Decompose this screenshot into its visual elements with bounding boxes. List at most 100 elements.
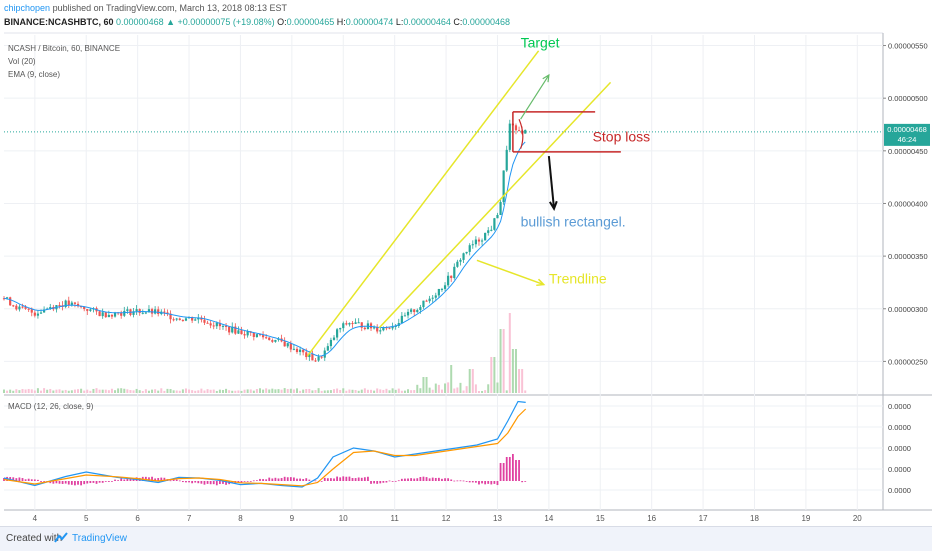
volume-bar (397, 388, 400, 393)
macd-histogram-bar (425, 477, 428, 481)
open-label: O: (277, 17, 287, 27)
volume-bar (262, 389, 265, 393)
candle-body (373, 327, 376, 329)
macd-histogram-bar (471, 481, 474, 483)
macd-histogram-bar (407, 478, 409, 481)
candle-body (110, 314, 114, 317)
volume-bar (468, 369, 471, 393)
author-link[interactable]: chipchopen (4, 3, 51, 13)
volume-bar (163, 390, 166, 393)
volume-bar (311, 390, 314, 393)
candle-body (166, 312, 169, 314)
volume-bar (508, 313, 511, 393)
candle-body (499, 202, 502, 215)
volume-bar (243, 389, 246, 393)
candle-body (212, 325, 215, 327)
candle-body (163, 311, 166, 313)
candle-body (376, 327, 379, 332)
volume-bar (212, 389, 215, 393)
macd-histogram-bar (296, 478, 298, 481)
volume-bar (453, 388, 456, 393)
candle-body (218, 322, 221, 327)
candle-body (252, 332, 255, 337)
chart-canvas[interactable]: 4 5 6 7 8 9 10 11 12 13 14 15 16 17 18 19 20 0.00000550 0.… (0, 0, 932, 526)
volume-bar (505, 390, 508, 393)
macd-histogram-bar (265, 479, 268, 481)
candle-body (12, 305, 15, 307)
price-tick-label: 0.00000350 (888, 252, 928, 261)
price-tick-label: 0.00000400 (888, 199, 928, 208)
volume-bar (107, 390, 110, 393)
candle-body (2, 298, 6, 300)
tradingview-link[interactable]: TradingView (72, 533, 128, 544)
volume-bar (30, 389, 33, 393)
volume-bar (249, 389, 252, 393)
time-tick-label: 15 (596, 514, 605, 523)
volume-bar (147, 390, 150, 393)
volume-bar (225, 388, 228, 393)
time-tick-label: 11 (391, 514, 400, 523)
macd-histogram-bar (111, 481, 113, 482)
time-tick-label: 5 (84, 514, 89, 523)
candle-body (326, 346, 329, 351)
volume-bar (157, 390, 160, 393)
candle-body (298, 349, 302, 352)
candle-body (237, 330, 240, 334)
time-tick-label: 7 (187, 514, 192, 523)
price-tick-label: 0.00000500 (888, 94, 928, 103)
time-tick-label: 12 (442, 514, 451, 523)
macd-histogram-bar (333, 478, 335, 481)
volume-bar (345, 390, 348, 393)
candle-body (191, 316, 194, 321)
macd-histogram-bar (499, 463, 502, 481)
macd-histogram-bar (129, 478, 132, 481)
candle-body (382, 327, 385, 331)
change-arrow: ▲ (166, 17, 176, 27)
price-tick-label: 0.00000450 (888, 147, 928, 156)
volume-bar (292, 389, 295, 393)
candle-body (431, 297, 434, 299)
macd-histogram-bar (450, 479, 453, 481)
channel-lower-line (378, 81, 612, 329)
volume-bar (46, 389, 49, 393)
low-value: 0.00000464 (403, 17, 451, 27)
volume-bar (490, 357, 493, 393)
candle-body (517, 130, 521, 132)
volume-bar (274, 389, 277, 393)
time-tick-label: 4 (33, 514, 38, 523)
volume-bar (194, 390, 197, 393)
volume-bar (58, 389, 61, 393)
volume-bar (391, 388, 394, 393)
candle-body (311, 353, 314, 361)
candle-body (524, 129, 527, 134)
volume-bar (394, 389, 397, 393)
volume-bar (6, 390, 9, 393)
candle-body (89, 309, 92, 311)
candle-body (283, 341, 286, 347)
candle-body (243, 334, 246, 336)
target-arrow-head (542, 73, 550, 83)
candle-body (123, 310, 126, 316)
macd-histogram-bar (351, 478, 354, 481)
macd-histogram-bar (481, 481, 483, 484)
macd-histogram-bar (314, 480, 317, 482)
macd-histogram-bar (299, 478, 301, 481)
volume-bar (126, 389, 129, 393)
volume-bar (329, 390, 332, 393)
candle-body (209, 323, 212, 326)
volume-bar (308, 388, 311, 393)
trendline-arrow (476, 259, 544, 286)
macd-histogram-bar (394, 480, 397, 482)
macd-histogram-bar (444, 478, 446, 481)
macd-histogram-bar (61, 481, 64, 484)
macd-histogram-bar (419, 476, 422, 481)
candle-body (228, 326, 231, 333)
candle-body (345, 323, 348, 325)
macd-histogram-bar (373, 481, 376, 484)
macd-tick-label: 0.0000 (888, 444, 911, 453)
volume-bar (277, 389, 280, 393)
legend-title: NCASH / Bitcoin, 60, BINANCE (8, 44, 121, 53)
volume-bar (351, 389, 354, 393)
volume-bar (456, 387, 459, 393)
candle-body (514, 125, 518, 131)
